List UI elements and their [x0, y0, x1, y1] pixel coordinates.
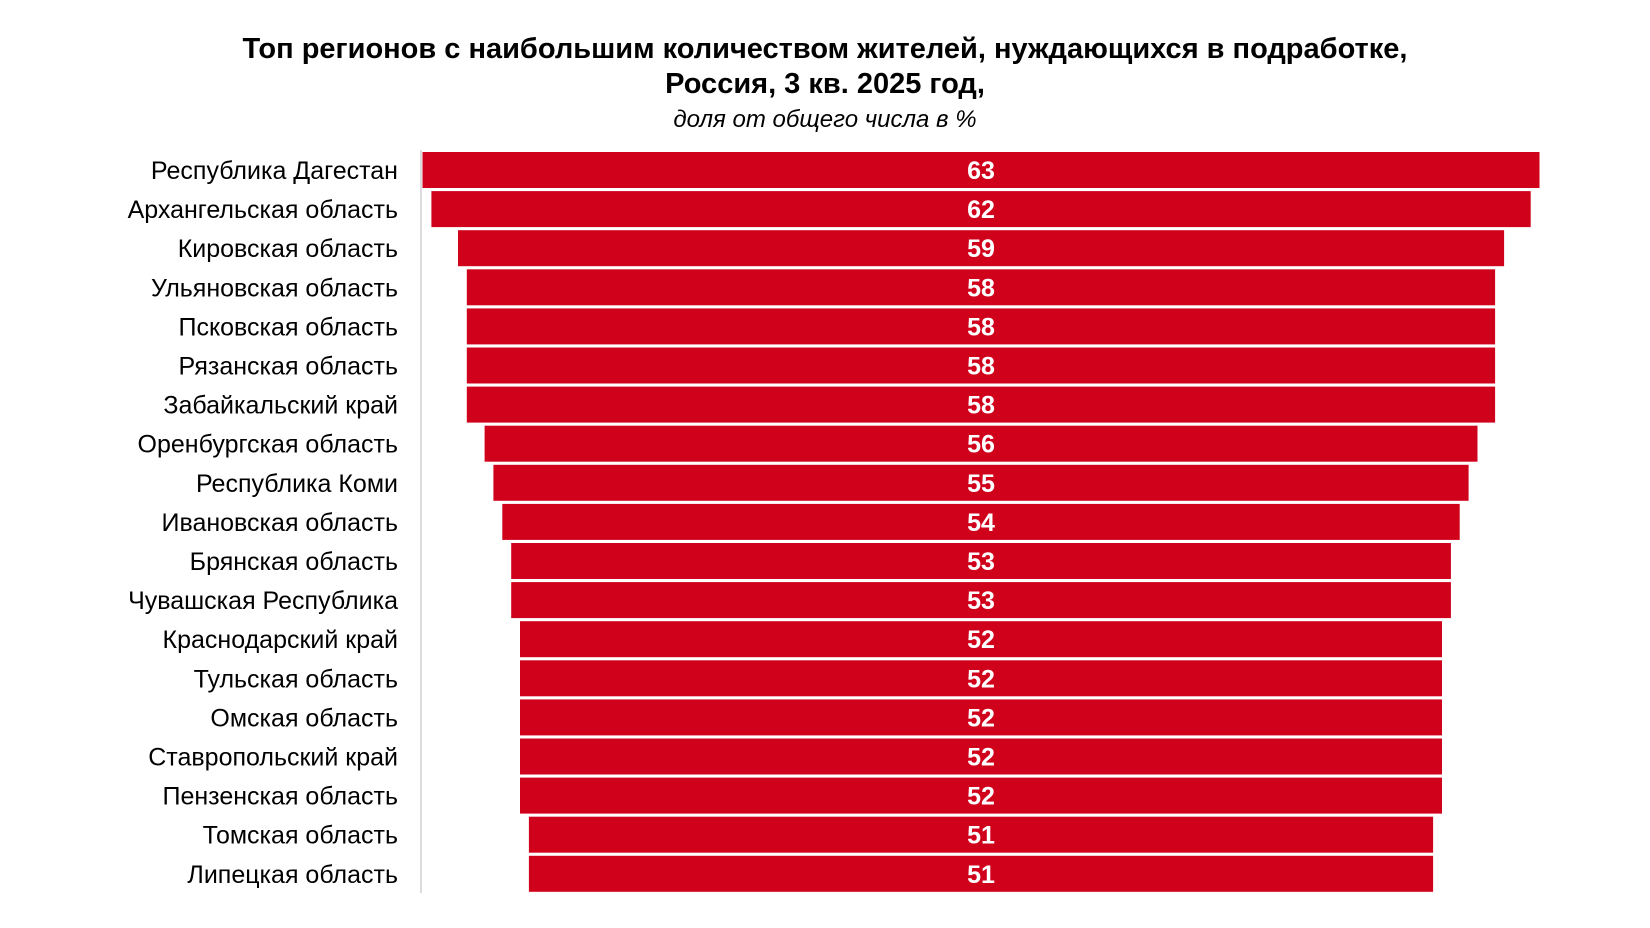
bar-value-label: 56	[967, 431, 995, 459]
category-label: Краснодарский край	[163, 626, 398, 654]
bar	[511, 543, 1451, 579]
bar-value-label: 58	[967, 392, 995, 420]
chart-title-line-2: Россия, 3 кв. 2025 год,	[665, 68, 985, 100]
category-label: Тульская область	[194, 665, 398, 693]
category-label: Ивановская область	[161, 509, 398, 537]
bar-value-label: 52	[967, 744, 995, 772]
category-label: Чувашская Республика	[128, 587, 398, 615]
bar-value-label: 59	[967, 235, 995, 263]
bar	[484, 425, 1478, 462]
bar	[502, 503, 1460, 540]
bar	[520, 738, 1442, 775]
bar	[520, 621, 1442, 658]
bar	[422, 152, 1540, 188]
bar	[466, 347, 1496, 384]
category-label: Томская область	[203, 822, 398, 850]
category-label: Оренбургская область	[138, 431, 398, 459]
bar-value-label: 52	[967, 783, 995, 811]
category-label: Республика Дагестан	[151, 157, 398, 185]
bar	[511, 582, 1451, 619]
bar	[520, 660, 1442, 697]
bar-value-label: 52	[967, 665, 995, 693]
bar	[466, 386, 1496, 423]
bar	[466, 269, 1496, 306]
bar	[528, 855, 1434, 892]
category-label: Омская область	[210, 704, 398, 732]
category-label: Псковская область	[178, 313, 398, 341]
category-label: Ставропольский край	[148, 744, 398, 772]
bars-group	[422, 152, 1540, 892]
bar-value-label: 58	[967, 274, 995, 302]
category-label: Архангельская область	[128, 196, 398, 224]
chart-title-line-1: Топ регионов с наибольшим количеством жи…	[242, 33, 1408, 65]
bar-value-label: 54	[967, 509, 995, 537]
bar-value-label: 63	[967, 157, 995, 185]
category-label: Ульяновская область	[151, 274, 398, 302]
bar-value-label: 51	[967, 822, 995, 850]
category-labels-group: Республика Дагестан Архангельская область…	[128, 157, 399, 889]
bar-value-label: 58	[967, 313, 995, 341]
bar	[520, 777, 1442, 814]
category-label: Республика Коми	[196, 470, 398, 498]
bar	[493, 464, 1469, 501]
bar	[528, 816, 1434, 853]
category-label: Кировская область	[178, 235, 398, 263]
bar-value-label: 53	[967, 548, 995, 576]
bar	[520, 699, 1442, 736]
bar	[466, 308, 1496, 345]
bar-value-label: 53	[967, 587, 995, 615]
category-label: Пензенская область	[162, 783, 398, 811]
bar-value-label: 52	[967, 704, 995, 732]
bar-value-label: 62	[967, 196, 995, 224]
category-label: Рязанская область	[179, 353, 399, 381]
value-labels-group: 63 62 59 58 58 58 58 56 55 54 53 53 52 52 52 52 52 51 51	[967, 157, 995, 889]
bar-value-label: 52	[967, 626, 995, 654]
bar-value-label: 58	[967, 353, 995, 381]
category-label: Липецкая область	[187, 861, 398, 889]
bar-value-label: 55	[967, 470, 995, 498]
category-label: Брянская область	[190, 548, 398, 576]
chart-subtitle: доля от общего числа в %	[673, 106, 977, 133]
bar	[431, 191, 1531, 228]
bar	[458, 230, 1505, 267]
bar-value-label: 51	[967, 861, 995, 889]
category-label: Забайкальский край	[163, 392, 398, 420]
